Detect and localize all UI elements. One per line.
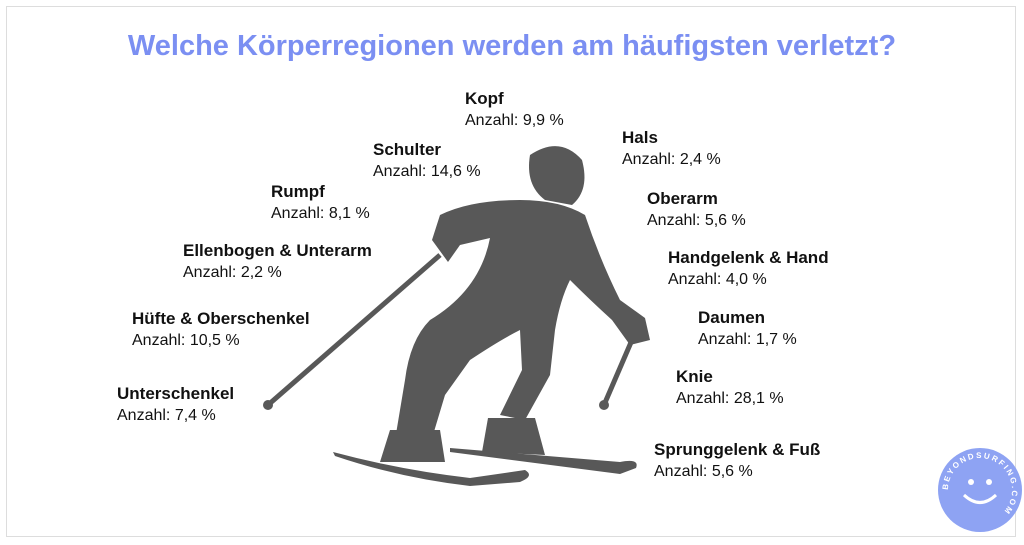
region-value: Anzahl: 2,2 % [183,264,282,281]
region-label: Hals Anzahl: 2,4 % [622,127,721,171]
region-label: Hüfte & Oberschenkel Anzahl: 10,5 % [132,308,310,352]
region-label: Sprunggelenk & Fuß Anzahl: 5,6 % [654,439,820,483]
region-name: Hals [622,128,658,147]
region-value: Anzahl: 10,5 % [132,332,240,349]
region-label: Kopf Anzahl: 9,9 % [465,88,564,132]
region-label: Daumen Anzahl: 1,7 % [698,307,797,351]
region-value: Anzahl: 5,6 % [654,463,753,480]
region-label: Rumpf Anzahl: 8,1 % [271,181,370,225]
region-name: Knie [676,367,713,386]
region-value: Anzahl: 7,4 % [117,407,216,424]
logo: BEYONDSURFING.COM [938,448,1022,532]
region-value: Anzahl: 9,9 % [465,112,564,129]
region-label: Handgelenk & Hand Anzahl: 4,0 % [668,247,829,291]
region-name: Rumpf [271,182,325,201]
region-value: Anzahl: 4,0 % [668,271,767,288]
region-name: Hüfte & Oberschenkel [132,309,310,328]
region-label: Schulter Anzahl: 14,6 % [373,139,481,183]
title: Welche Körperregionen werden am häufigst… [127,30,897,62]
region-label: Unterschenkel Anzahl: 7,4 % [117,383,234,427]
region-name: Oberarm [647,189,718,208]
region-value: Anzahl: 14,6 % [373,163,481,180]
region-value: Anzahl: 5,6 % [647,212,746,229]
skier [263,146,650,486]
frame [6,6,1016,537]
region-label: Ellenbogen & Unterarm Anzahl: 2,2 % [183,240,372,284]
region-label: Oberarm Anzahl: 5,6 % [647,188,746,232]
region-name: Unterschenkel [117,384,235,403]
region-name: Schulter [373,140,442,159]
region-name: Kopf [465,89,504,108]
region-name: Daumen [698,308,766,327]
region-label: Knie Anzahl: 28,1 % [676,366,784,410]
region-value: Anzahl: 28,1 % [676,390,784,407]
region-name: Sprunggelenk & Fuß [654,440,821,459]
region-value: Anzahl: 1,7 % [698,331,797,348]
region-value: Anzahl: 2,4 % [622,151,721,168]
region-value: Anzahl: 8,1 % [271,205,370,222]
region-name: Ellenbogen & Unterarm [183,241,372,260]
region-name: Handgelenk & Hand [668,248,829,267]
